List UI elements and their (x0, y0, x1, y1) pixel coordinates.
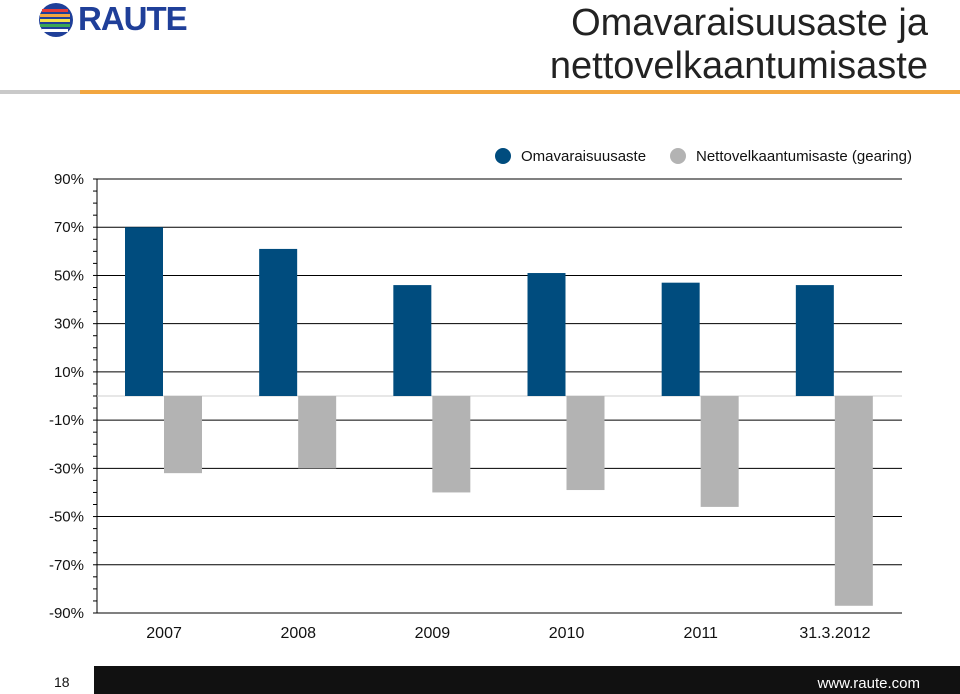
y-tick-label: -10% (49, 412, 84, 429)
x-category-label: 31.3.2012 (799, 625, 870, 642)
x-category-label: 2010 (549, 625, 585, 642)
logo-text: RAUTE (78, 0, 188, 37)
footer-url: www.raute.com (817, 675, 920, 692)
y-tick-label: 50% (54, 267, 84, 284)
y-tick-label: -50% (49, 509, 84, 526)
header-rule-left (0, 90, 80, 94)
y-tick-label: -70% (49, 557, 84, 574)
page-title-line1: Omavaraisuusaste ja (571, 2, 928, 44)
bar-nettovelkaantumisaste (432, 396, 471, 493)
legend-label-nettovelkaantumisaste: Nettovelkaantumisaste (gearing) (696, 148, 912, 165)
bar-nettovelkaantumisaste (164, 396, 202, 474)
page-title: Omavaraisuusaste ja nettovelkaantumisast… (550, 2, 928, 88)
bar-nettovelkaantumisaste (298, 396, 337, 469)
legend-label-omavaraisuusaste: Omavaraisuusaste (521, 148, 646, 165)
raute-logo (39, 3, 73, 37)
legend-marker-nettovelkaantumisaste (670, 148, 686, 164)
bar-omavaraisuusaste (795, 285, 834, 396)
x-category-label: 2007 (146, 625, 182, 642)
bar-nettovelkaantumisaste (700, 396, 739, 507)
bar-nettovelkaantumisaste (566, 396, 605, 491)
y-tick-label: 10% (54, 364, 84, 381)
x-category-label: 2009 (415, 625, 451, 642)
bar-chart: 90% 70% 50% 30% 10% -10% -30% -50% -70% -90% 2007 2… (49, 148, 912, 642)
bar-omavaraisuusaste (527, 273, 566, 396)
bar-omavaraisuusaste (393, 285, 432, 396)
bar-omavaraisuusaste (661, 282, 700, 396)
bar-omavaraisuusaste (125, 227, 163, 396)
x-category-label: 2008 (280, 625, 316, 642)
page-number: 18 (54, 674, 70, 690)
page-title-line2: nettovelkaantumisaste (549, 45, 928, 87)
legend-marker-omavaraisuusaste (495, 148, 511, 164)
bar-omavaraisuusaste (259, 248, 298, 396)
x-category-label: 2011 (684, 625, 719, 642)
footer-left (0, 666, 94, 694)
y-tick-label: 70% (54, 219, 84, 236)
y-tick-label: -30% (49, 460, 84, 477)
y-tick-label: 90% (54, 171, 84, 188)
bar-nettovelkaantumisaste (834, 396, 873, 606)
y-tick-label: 30% (54, 316, 84, 333)
y-tick-label: -90% (49, 605, 84, 622)
header-rule (0, 90, 960, 94)
footer-bar (0, 666, 960, 694)
